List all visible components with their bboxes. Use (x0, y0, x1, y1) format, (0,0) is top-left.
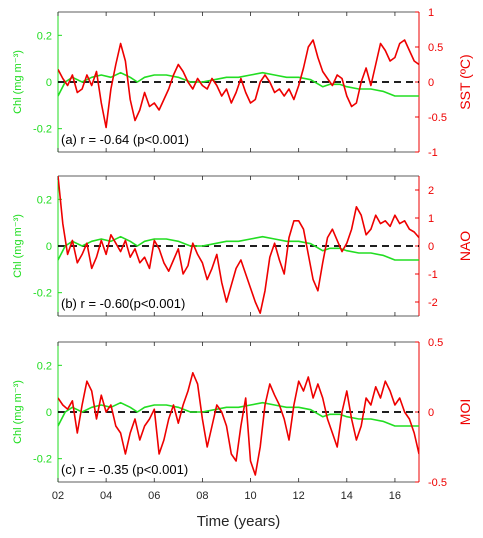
panel-b: 0.2 0 -0.2 2 1 0 -1 -2 Chl (mg m⁻³) NAO (b) r = -0… (12, 175, 473, 317)
x-tick-label: 10 (244, 490, 256, 502)
x-tick-label: 14 (341, 490, 353, 502)
left-tick-label: 0.2 (37, 360, 52, 372)
chl-series-line (58, 71, 419, 97)
left-tick-label: -0.2 (33, 124, 52, 136)
plot-area (58, 39, 419, 129)
right-tick-label: 0 (428, 241, 434, 253)
x-tick-label: 12 (293, 490, 305, 502)
right-tick-label: -1 (428, 147, 438, 159)
left-tick-label: -0.2 (33, 454, 52, 466)
panel-annotation: (c) r = -0.35 (p<0.001) (61, 462, 188, 477)
left-tick-label: 0.2 (37, 30, 52, 42)
x-tick-label: 16 (389, 490, 401, 502)
right-tick-label: -1 (428, 269, 438, 281)
left-axis-label: Chl (mg m⁻³) (12, 214, 24, 278)
panel-annotation: (a) r = -0.64 (p<0.001) (61, 132, 189, 147)
right-axis-label: MOI (457, 399, 473, 425)
right-tick-label: 0.5 (428, 42, 443, 54)
x-axis-label: Time (years) (197, 513, 281, 530)
plot-area (58, 371, 419, 476)
left-tick-label: -0.2 (33, 288, 52, 300)
panel-a: 0.2 0 -0.2 1 0.5 0 -0.5 -1 Chl (mg m⁻³) SST (ºC) (… (12, 7, 473, 159)
right-axis-label: NAO (457, 231, 473, 261)
panel-c: 02 04 06 08 10 12 14 16 0.2 0 -0.2 0.5 0 -0.5 Chl (mg … (12, 337, 473, 530)
right-tick-label: 0 (428, 77, 434, 89)
left-axis-label: Chl (mg m⁻³) (12, 50, 24, 114)
index-series-line (58, 176, 419, 315)
x-tick-label: 08 (196, 490, 208, 502)
x-tick-label: 02 (52, 490, 64, 502)
chl-series-line (58, 235, 419, 261)
right-tick-label: 1 (428, 7, 434, 19)
panel-annotation: (b) r = -0.60(p<0.001) (61, 296, 185, 311)
right-tick-label: 2 (428, 185, 434, 197)
index-series-line (58, 371, 419, 476)
right-tick-label: -2 (428, 297, 438, 309)
left-tick-label: 0 (46, 407, 52, 419)
left-axis-label: Chl (mg m⁻³) (12, 380, 24, 444)
right-tick-label: 1 (428, 213, 434, 225)
right-tick-label: -0.5 (428, 477, 447, 489)
left-tick-label: 0 (46, 77, 52, 89)
right-tick-label: 0 (428, 407, 434, 419)
right-tick-label: 0.5 (428, 337, 443, 349)
plot-area (58, 176, 419, 315)
x-tick-label: 06 (148, 490, 160, 502)
index-series-line (58, 39, 419, 129)
x-tick-label: 04 (100, 490, 112, 502)
right-tick-label: -0.5 (428, 112, 447, 124)
left-tick-label: 0 (46, 241, 52, 253)
right-axis-label: SST (ºC) (457, 54, 473, 109)
left-tick-label: 0.2 (37, 194, 52, 206)
